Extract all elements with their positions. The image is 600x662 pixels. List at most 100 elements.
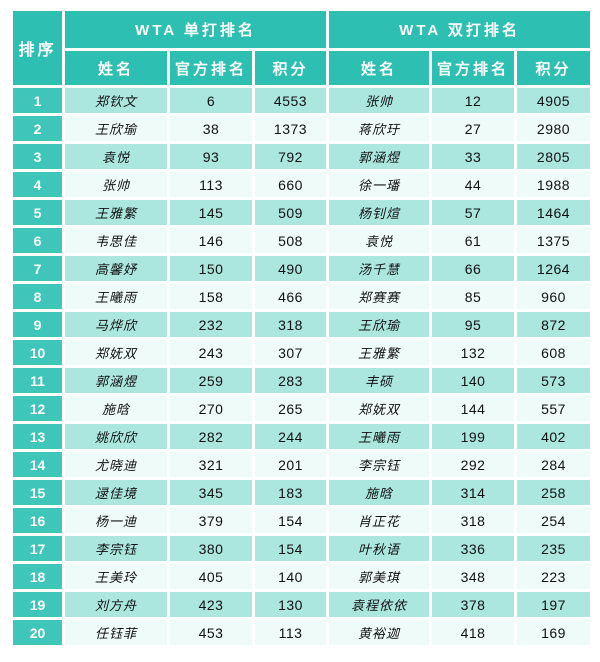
doubles-points: 284 — [514, 449, 593, 480]
singles-points-header: 积分 — [252, 48, 329, 88]
rank-cell: 14 — [10, 449, 65, 480]
singles-points: 113 — [252, 617, 329, 648]
rank-cell: 2 — [10, 113, 65, 144]
singles-points: 318 — [252, 309, 329, 340]
doubles-player-name: 袁程依依 — [326, 589, 432, 620]
doubles-player-name: 黄裕迦 — [326, 617, 432, 648]
doubles-official-rank: 348 — [429, 561, 517, 592]
singles-points: 265 — [252, 393, 329, 424]
singles-official-rank: 380 — [167, 533, 255, 564]
rank-cell: 5 — [10, 197, 65, 228]
rank-cell: 3 — [10, 141, 65, 172]
doubles-official-rank: 144 — [429, 393, 517, 424]
rank-cell: 13 — [10, 421, 65, 452]
rank-cell: 10 — [10, 337, 65, 368]
doubles-player-name: 郑妩双 — [326, 393, 432, 424]
doubles-official-rank: 12 — [429, 85, 517, 116]
singles-player-name: 韦思佳 — [62, 225, 170, 256]
doubles-points: 2980 — [514, 113, 593, 144]
singles-official-rank: 145 — [167, 197, 255, 228]
rank-cell: 1 — [10, 85, 65, 116]
doubles-player-name: 徐一璠 — [326, 169, 432, 200]
doubles-points: 1988 — [514, 169, 593, 200]
singles-official-rank: 405 — [167, 561, 255, 592]
table-row: 19 刘方舟 423 130 袁程依依 378 197 — [10, 589, 593, 620]
singles-points: 509 — [252, 197, 329, 228]
rank-cell: 12 — [10, 393, 65, 424]
table-row: 20 任钰菲 453 113 黄裕迦 418 169 — [10, 617, 593, 648]
doubles-official-rank: 57 — [429, 197, 517, 228]
table-row: 17 李宗钰 380 154 叶秋语 336 235 — [10, 533, 593, 564]
singles-player-name: 郑钦文 — [62, 85, 170, 116]
doubles-player-name: 叶秋语 — [326, 533, 432, 564]
doubles-official-rank: 27 — [429, 113, 517, 144]
singles-official-rank: 379 — [167, 505, 255, 536]
doubles-points: 608 — [514, 337, 593, 368]
doubles-points: 2805 — [514, 141, 593, 172]
doubles-player-name: 郭涵煜 — [326, 141, 432, 172]
doubles-points: 960 — [514, 281, 593, 312]
singles-points: 490 — [252, 253, 329, 284]
doubles-player-name: 施晗 — [326, 477, 432, 508]
singles-name-header: 姓名 — [62, 48, 170, 88]
table-row: 14 尤晓迪 321 201 李宗钰 292 284 — [10, 449, 593, 480]
doubles-official-rank: 318 — [429, 505, 517, 536]
singles-official-rank: 150 — [167, 253, 255, 284]
doubles-official-rank: 418 — [429, 617, 517, 648]
doubles-points: 197 — [514, 589, 593, 620]
singles-official-rank: 38 — [167, 113, 255, 144]
rank-cell: 7 — [10, 253, 65, 284]
doubles-player-name: 郑赛赛 — [326, 281, 432, 312]
table-row: 16 杨一迪 379 154 肖正花 318 254 — [10, 505, 593, 536]
singles-points: 130 — [252, 589, 329, 620]
doubles-points: 557 — [514, 393, 593, 424]
singles-player-name: 郭涵煜 — [62, 365, 170, 396]
table-header: 排序 WTA 单打排名 WTA 双打排名 姓名 官方排名 积分 姓名 官方排名 … — [10, 8, 593, 88]
rank-cell: 19 — [10, 589, 65, 620]
doubles-official-rank-header: 官方排名 — [429, 48, 517, 88]
rank-cell: 15 — [10, 477, 65, 508]
table-row: 11 郭涵煜 259 283 丰硕 140 573 — [10, 365, 593, 396]
table-row: 12 施晗 270 265 郑妩双 144 557 — [10, 393, 593, 424]
doubles-official-rank: 132 — [429, 337, 517, 368]
doubles-points: 223 — [514, 561, 593, 592]
singles-points: 307 — [252, 337, 329, 368]
table-row: 8 王曦雨 158 466 郑赛赛 85 960 — [10, 281, 593, 312]
singles-official-rank: 321 — [167, 449, 255, 480]
singles-player-name: 逯佳境 — [62, 477, 170, 508]
singles-official-rank: 423 — [167, 589, 255, 620]
singles-official-rank: 345 — [167, 477, 255, 508]
doubles-points: 402 — [514, 421, 593, 452]
doubles-player-name: 王曦雨 — [326, 421, 432, 452]
singles-points: 508 — [252, 225, 329, 256]
singles-player-name: 张帅 — [62, 169, 170, 200]
doubles-official-rank: 61 — [429, 225, 517, 256]
doubles-player-name: 张帅 — [326, 85, 432, 116]
singles-player-name: 王美玲 — [62, 561, 170, 592]
singles-player-name: 尤晓迪 — [62, 449, 170, 480]
singles-player-name: 王欣瑜 — [62, 113, 170, 144]
doubles-official-rank: 85 — [429, 281, 517, 312]
singles-official-rank: 6 — [167, 85, 255, 116]
doubles-player-name: 袁悦 — [326, 225, 432, 256]
singles-official-rank: 270 — [167, 393, 255, 424]
doubles-player-name: 王雅繁 — [326, 337, 432, 368]
singles-official-rank: 146 — [167, 225, 255, 256]
singles-points: 140 — [252, 561, 329, 592]
doubles-points: 1375 — [514, 225, 593, 256]
doubles-points: 169 — [514, 617, 593, 648]
doubles-official-rank: 336 — [429, 533, 517, 564]
singles-player-name: 马烨欣 — [62, 309, 170, 340]
doubles-player-name: 郭美琪 — [326, 561, 432, 592]
doubles-official-rank: 95 — [429, 309, 517, 340]
wta-rankings-table: 排序 WTA 单打排名 WTA 双打排名 姓名 官方排名 积分 姓名 官方排名 … — [10, 8, 593, 648]
rank-cell: 11 — [10, 365, 65, 396]
singles-points: 660 — [252, 169, 329, 200]
table-row: 9 马烨欣 232 318 王欣瑜 95 872 — [10, 309, 593, 340]
table-body: 1 郑钦文 6 4553 张帅 12 4905 2 王欣瑜 38 1373 蒋欣… — [10, 85, 593, 648]
doubles-player-name: 王欣瑜 — [326, 309, 432, 340]
table-row: 6 韦思佳 146 508 袁悦 61 1375 — [10, 225, 593, 256]
table-row: 5 王雅繁 145 509 杨钊煊 57 1464 — [10, 197, 593, 228]
singles-points: 183 — [252, 477, 329, 508]
